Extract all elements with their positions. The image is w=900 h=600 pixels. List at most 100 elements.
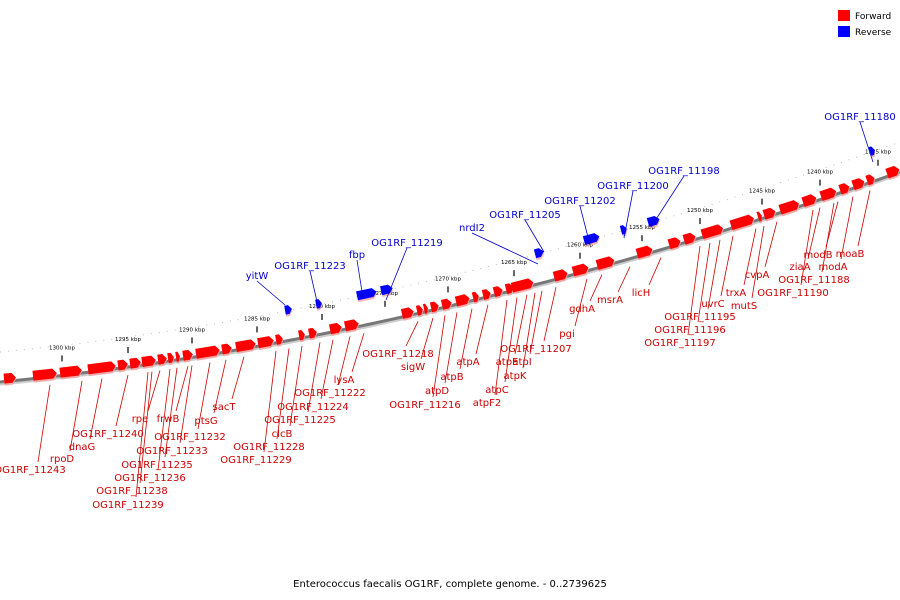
gene-body	[729, 214, 754, 231]
gene-forward-30[interactable]	[504, 282, 516, 296]
gene-forward-47[interactable]	[865, 173, 876, 188]
gene-label-og1rf-11232: OG1RF_11232	[154, 432, 226, 443]
gene-body	[308, 327, 317, 339]
gene-forward-3[interactable]	[59, 365, 83, 380]
gene-forward-36[interactable]	[667, 236, 683, 252]
gene-label-muts: mutS	[731, 301, 757, 312]
gene-body	[129, 357, 141, 369]
gene-reverse-3[interactable]	[356, 287, 378, 303]
gene-forward-32[interactable]	[552, 268, 570, 284]
connector-line	[337, 336, 351, 386]
connector-line	[807, 207, 821, 260]
gene-forward-37[interactable]	[682, 232, 698, 247]
gene-forward-1[interactable]	[3, 372, 17, 386]
gene-forward-8[interactable]	[157, 353, 168, 367]
gene-forward-38[interactable]	[700, 223, 726, 242]
gene-forward-16[interactable]	[275, 334, 284, 347]
gene-forward-11[interactable]	[182, 349, 194, 363]
gene-forward-4[interactable]	[87, 361, 117, 377]
gene-label-atpd: atpD	[425, 386, 449, 397]
gene-forward-20[interactable]	[343, 319, 360, 334]
gene-label-sigw: sigW	[401, 362, 425, 373]
gene-forward-19[interactable]	[329, 322, 343, 337]
gene-forward-13[interactable]	[221, 343, 233, 357]
gene-forward-6[interactable]	[129, 357, 142, 371]
gene-label-frwb: frwB	[157, 414, 180, 425]
gene-forward-10[interactable]	[175, 351, 181, 364]
gene-forward-27[interactable]	[471, 291, 481, 305]
gene-forward-43[interactable]	[801, 193, 818, 209]
gene-label-cvpa: cvpA	[745, 270, 770, 281]
gene-reverse-6[interactable]	[582, 232, 601, 247]
gene-forward-17[interactable]	[298, 329, 306, 343]
gene-forward-46[interactable]	[851, 177, 866, 193]
gene-reverse-5[interactable]	[533, 247, 545, 261]
gene-forward-24[interactable]	[429, 301, 441, 315]
gene-label-og1rf-11188: OG1RF_11188	[778, 275, 850, 286]
gene-body	[87, 361, 116, 375]
gene-forward-44[interactable]	[819, 186, 838, 203]
gene-label-fbp: fbp	[349, 250, 365, 261]
gene-forward-14[interactable]	[235, 339, 257, 354]
backbone	[0, 141, 900, 386]
connector-line	[687, 245, 701, 336]
gene-label-og1rf-11239: OG1RF_11239	[92, 500, 164, 511]
axis-tick-label: 1280 kbp	[309, 304, 335, 310]
connector-line	[37, 384, 51, 463]
gene-forward-12[interactable]	[195, 345, 221, 361]
gene-forward-33[interactable]	[571, 263, 591, 279]
connector-line	[420, 317, 434, 360]
gene-reverse-9[interactable]	[868, 146, 877, 158]
gene-forward-22[interactable]	[415, 304, 425, 318]
connector-line	[147, 370, 161, 412]
gene-forward-9[interactable]	[167, 352, 175, 366]
connector-line	[197, 362, 211, 430]
gene-label-atpe: atpE	[496, 357, 519, 368]
connector-line	[213, 359, 227, 414]
gene-forward-5[interactable]	[117, 359, 129, 373]
gene-forward-18[interactable]	[308, 327, 318, 341]
gene-forward-23[interactable]	[422, 303, 430, 316]
gene-body	[595, 256, 615, 270]
gene-forward-48[interactable]	[885, 165, 900, 181]
gene-forward-28[interactable]	[481, 288, 493, 302]
gene-body	[667, 237, 681, 250]
connector-line	[385, 247, 408, 301]
connector-line	[579, 205, 591, 246]
gene-forward-25[interactable]	[440, 298, 453, 312]
gene-body	[756, 211, 762, 222]
gene-label-og1rf-11205: OG1RF_11205	[489, 210, 561, 221]
gene-forward-45[interactable]	[838, 182, 851, 197]
gene-forward-40[interactable]	[756, 211, 763, 224]
gene-label-og1rf-11238: OG1RF_11238	[96, 486, 168, 497]
axis-tick-label: 1235 kbp	[865, 150, 891, 156]
gene-forward-7[interactable]	[141, 355, 157, 369]
gene-forward-26[interactable]	[454, 293, 471, 309]
gene-forward-35[interactable]	[635, 244, 655, 261]
connector-line	[589, 274, 603, 302]
connector-line	[256, 280, 286, 306]
gene-forward-21[interactable]	[400, 306, 415, 321]
gene-forward-41[interactable]	[762, 206, 777, 222]
gene-label-ptsg: ptsG	[194, 416, 217, 427]
gene-forward-39[interactable]	[729, 213, 756, 233]
gene-body	[284, 305, 292, 315]
gene-forward-15[interactable]	[257, 335, 275, 351]
connector-line	[764, 221, 778, 268]
gene-body	[195, 345, 220, 359]
gene-label-og1rf-11240: OG1RF_11240	[72, 429, 144, 440]
gene-reverse-1[interactable]	[284, 304, 293, 317]
connector-line	[139, 371, 153, 484]
gene-label-moab: moaB	[836, 249, 865, 260]
gene-forward-31[interactable]	[510, 277, 535, 295]
gene-forward-34[interactable]	[595, 255, 617, 272]
connector-line	[164, 367, 178, 458]
gene-forward-42[interactable]	[778, 199, 801, 217]
gene-reverse-7[interactable]	[619, 224, 629, 237]
gene-forward-29[interactable]	[492, 285, 505, 299]
connector-line	[529, 290, 543, 355]
gene-forward-2[interactable]	[32, 368, 58, 383]
axis-tick-label: 1250 kbp	[687, 208, 713, 214]
gene-label-msra: msrA	[597, 295, 623, 306]
connector-line	[857, 190, 871, 247]
